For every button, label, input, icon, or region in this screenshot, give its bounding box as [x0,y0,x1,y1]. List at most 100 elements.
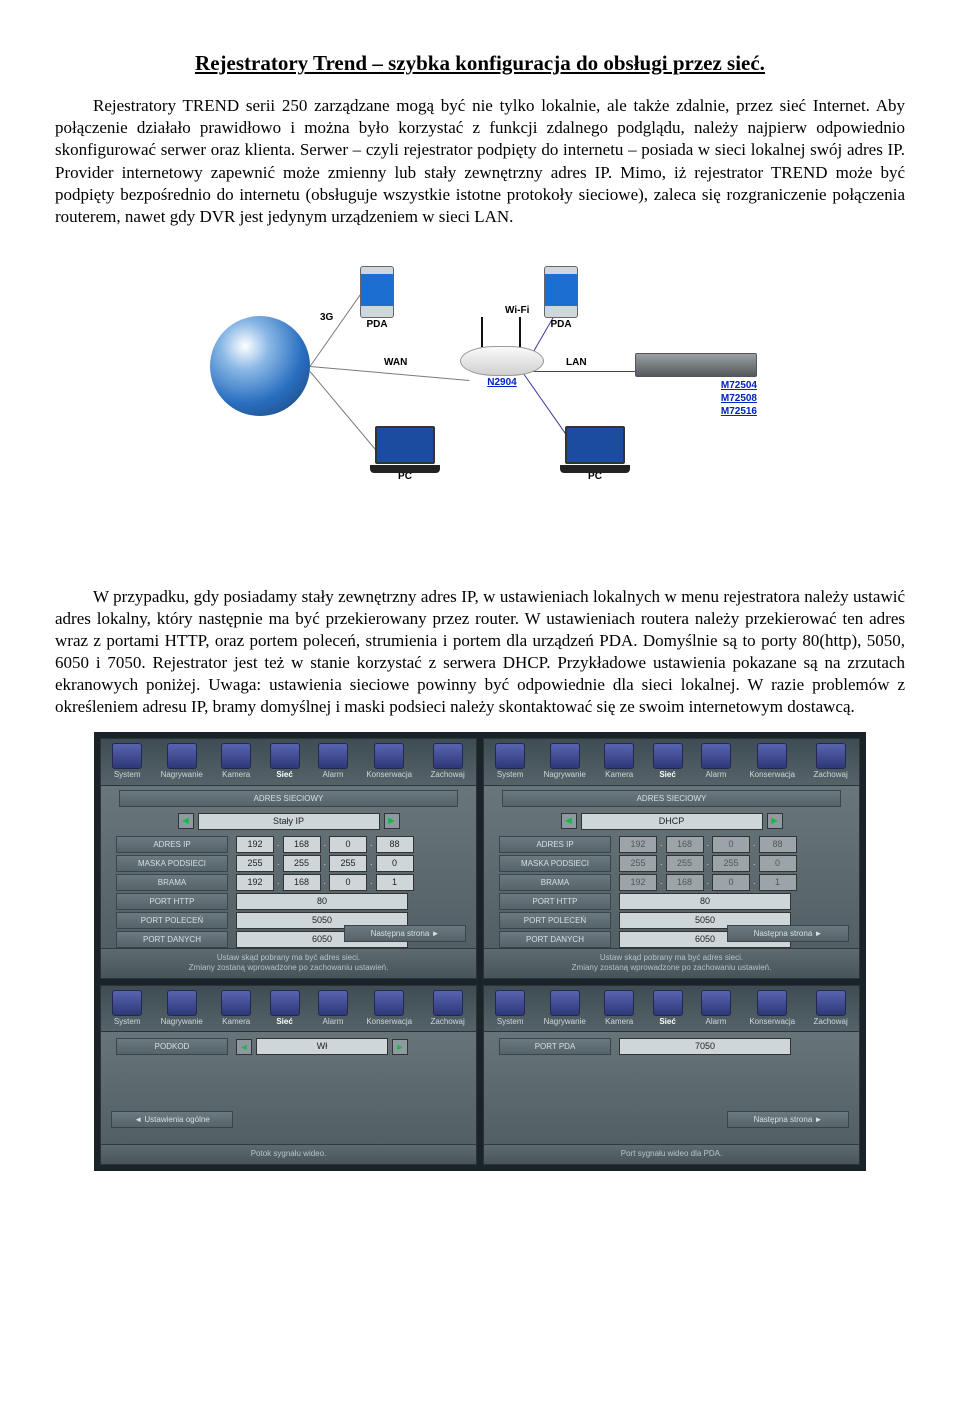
substream-selector[interactable]: Wł [256,1038,388,1055]
menu-item-alarm[interactable]: Alarm [701,990,731,1027]
ip-octet-input: 168 [666,874,704,891]
menu-item-system[interactable]: System [495,743,525,780]
menu-icon [270,743,300,769]
ip-octet-input: 255 [666,855,704,872]
ip-octet-input[interactable]: 168 [283,874,321,891]
field-label: ADRES IP [116,836,228,853]
next-page-button[interactable]: Następna strona ► [344,925,466,942]
ip-octet-input[interactable]: 168 [283,836,321,853]
menu-icon [550,743,580,769]
prev-arrow[interactable]: ◄ [561,813,577,829]
menu-icon [653,990,683,1016]
menu-icon [433,743,463,769]
ip-octet-input[interactable]: 0 [329,836,367,853]
next-arrow[interactable]: ► [767,813,783,829]
next-page-button[interactable]: Następna strona ► [727,1111,849,1128]
menu-icon [495,743,525,769]
ip-octet-input[interactable]: 88 [376,836,414,853]
ip-mode-selector[interactable]: DHCP [581,813,763,830]
screenshot-grid: System Nagrywanie Kamera Sieć Alarm Konserwac… [94,732,866,1170]
ip-octet-input: 168 [666,836,704,853]
menu-item-kamera[interactable]: Kamera [221,990,251,1027]
menu-item-sieć[interactable]: Sieć [653,743,683,780]
field-label: PORT HTTP [116,893,228,910]
menu-item-system[interactable]: System [112,990,142,1027]
settings-panel-pda-port: System Nagrywanie Kamera Sieć Alarm Konserwac… [483,985,860,1165]
field-label: MASKA PODSIECI [116,855,228,872]
field-label: PORT DANYCH [499,931,611,948]
ip-octet-input[interactable]: 192 [236,874,274,891]
menu-icon [318,743,348,769]
menu-item-system[interactable]: System [112,743,142,780]
field-label: ADRES IP [499,836,611,853]
hint-text: Ustaw skąd pobrany ma być adres sieci. [107,953,470,963]
prev-arrow[interactable]: ◄ [236,1039,252,1055]
ip-octet-input[interactable]: 0 [376,855,414,872]
field-label: PODKOD [116,1038,228,1055]
ip-octet-input: 0 [712,836,750,853]
ip-octet-input: 192 [619,874,657,891]
menu-icon [604,743,634,769]
pda-icon [360,266,394,318]
section-label: ADRES SIECIOWY [119,790,459,807]
menu-icon [433,990,463,1016]
hint-text: Ustaw skąd pobrany ma być adres sieci. [490,953,853,963]
ip-octet-input: 0 [712,874,750,891]
menu-item-alarm[interactable]: Alarm [318,743,348,780]
menu-item-sieć[interactable]: Sieć [653,990,683,1027]
menu-item-kamera[interactable]: Kamera [604,743,634,780]
page-title: Rejestratory Trend – szybka konfiguracja… [55,50,905,77]
menu-icon [112,990,142,1016]
menu-item-sieć[interactable]: Sieć [270,990,300,1027]
menu-icon [604,990,634,1016]
menu-item-alarm[interactable]: Alarm [701,743,731,780]
ip-octet-input[interactable]: 255 [283,855,321,872]
menu-item-nagrywanie[interactable]: Nagrywanie [161,743,203,780]
next-arrow[interactable]: ► [384,813,400,829]
menu-icon [757,743,787,769]
hint-text: Potok sygnału wideo. [107,1149,470,1159]
field-label: MASKA PODSIECI [499,855,611,872]
ip-mode-selector[interactable]: Stały IP [198,813,380,830]
menu-item-kamera[interactable]: Kamera [221,743,251,780]
ip-octet-input: 192 [619,836,657,853]
prev-page-button[interactable]: ◄ Ustawienia ogólne [111,1111,233,1128]
menu-item-kamera[interactable]: Kamera [604,990,634,1027]
menu-item-zachowaj[interactable]: Zachowaj [431,743,465,780]
hint-text: Port sygnału wideo dla PDA. [490,1149,853,1159]
menu-item-zachowaj[interactable]: Zachowaj [431,990,465,1027]
menu-icon [653,743,683,769]
menu-item-sieć[interactable]: Sieć [270,743,300,780]
menu-item-konserwacja[interactable]: Konserwacja [366,743,412,780]
laptop-icon [560,426,630,470]
pda-port-input[interactable]: 7050 [619,1038,791,1055]
menu-item-konserwacja[interactable]: Konserwacja [749,743,795,780]
ip-octet-input[interactable]: 0 [329,874,367,891]
menu-item-system[interactable]: System [495,990,525,1027]
menu-icon [270,990,300,1016]
ip-octet-input[interactable]: 1 [376,874,414,891]
menu-item-alarm[interactable]: Alarm [318,990,348,1027]
hint-text: Zmiany zostaną wprowadzone po zachowaniu… [490,963,853,973]
next-arrow[interactable]: ► [392,1039,408,1055]
ip-octet-input: 88 [759,836,797,853]
menu-icon [701,990,731,1016]
ip-octet-input[interactable]: 192 [236,836,274,853]
menu-item-nagrywanie[interactable]: Nagrywanie [544,990,586,1027]
prev-arrow[interactable]: ◄ [178,813,194,829]
menu-icon [221,990,251,1016]
next-page-button[interactable]: Następna strona ► [727,925,849,942]
port-input[interactable]: 80 [619,893,791,910]
menu-item-zachowaj[interactable]: Zachowaj [814,743,848,780]
port-input[interactable]: 80 [236,893,408,910]
settings-panel-substream: System Nagrywanie Kamera Sieć Alarm Konserwac… [100,985,477,1165]
dvr-icon [635,353,757,377]
menu-item-zachowaj[interactable]: Zachowaj [814,990,848,1027]
menu-item-nagrywanie[interactable]: Nagrywanie [544,743,586,780]
menu-item-konserwacja[interactable]: Konserwacja [749,990,795,1027]
menu-item-konserwacja[interactable]: Konserwacja [366,990,412,1027]
menu-icon [374,743,404,769]
menu-item-nagrywanie[interactable]: Nagrywanie [161,990,203,1027]
ip-octet-input[interactable]: 255 [329,855,367,872]
ip-octet-input[interactable]: 255 [236,855,274,872]
